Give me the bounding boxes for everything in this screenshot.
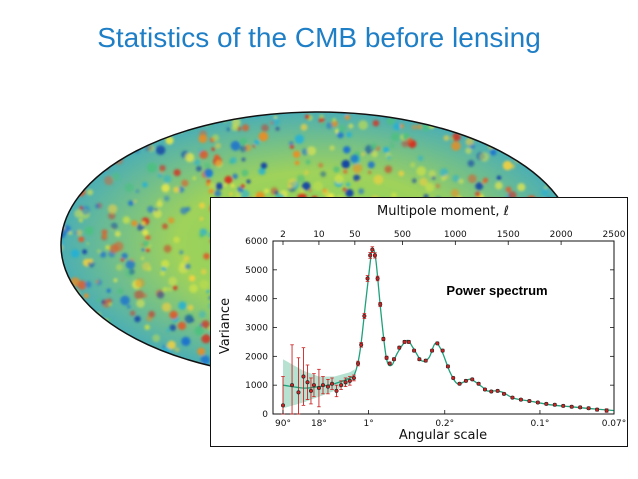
- data-point: [387, 361, 392, 366]
- data-point: [359, 342, 364, 347]
- data-point: [339, 383, 344, 388]
- data-point: [451, 375, 456, 380]
- x-axis-title: Angular scale: [399, 428, 487, 443]
- data-point: [316, 386, 321, 391]
- bottom-tick-label: 90°: [275, 419, 291, 429]
- data-point: [476, 381, 481, 386]
- data-point: [305, 380, 310, 385]
- top-tick-label: 2000: [550, 230, 573, 240]
- top-tick-label: 500: [394, 230, 411, 240]
- bottom-tick-label: 18°: [311, 419, 327, 429]
- data-point: [325, 384, 330, 389]
- power-spectrum-label: Power spectrum: [446, 283, 547, 298]
- data-point: [510, 395, 515, 400]
- data-point: [330, 381, 335, 386]
- y-axis-title: Variance: [218, 298, 233, 354]
- data-point: [290, 383, 295, 388]
- data-point: [470, 377, 475, 382]
- top-axis-title: Multipole moment, ℓ: [377, 204, 509, 219]
- data-point: [552, 402, 557, 407]
- data-point: [311, 383, 316, 388]
- data-point: [586, 406, 591, 411]
- data-point: [334, 388, 339, 393]
- data-point: [569, 404, 574, 409]
- chart-canvas: 0 1000 2000 3000 4000 5000 6000 2 10 50 500 1000 150…: [218, 204, 626, 443]
- y-tick-label: 3000: [245, 324, 268, 334]
- top-tick-label: 2: [280, 230, 286, 240]
- data-point: [347, 378, 352, 383]
- data-point: [578, 405, 583, 410]
- data-point: [372, 253, 377, 258]
- data-point: [391, 357, 396, 362]
- data-point: [527, 399, 532, 404]
- data-point: [430, 348, 435, 353]
- bottom-tick-label: 0.07°: [602, 419, 627, 429]
- data-point: [351, 375, 356, 380]
- data-point: [412, 348, 417, 353]
- data-point: [423, 358, 428, 363]
- data-point: [378, 302, 383, 307]
- data-point: [544, 401, 549, 406]
- data-point: [368, 253, 373, 258]
- data-point: [595, 407, 600, 412]
- data-point: [384, 355, 389, 360]
- bottom-tick-label: 0.1°: [531, 419, 550, 429]
- data-points-layer: [281, 246, 609, 415]
- top-tick-label: 1500: [497, 230, 520, 240]
- data-point: [417, 357, 422, 362]
- y-tick-label: 6000: [245, 237, 268, 247]
- data-point: [435, 341, 440, 346]
- data-point: [495, 388, 500, 393]
- data-point: [281, 403, 286, 408]
- data-point: [482, 387, 487, 392]
- data-point: [501, 391, 506, 396]
- y-tick-label: 4000: [245, 295, 268, 305]
- data-point: [343, 380, 348, 385]
- data-point: [535, 400, 540, 405]
- data-point: [370, 247, 375, 252]
- top-tick-label: 10: [313, 230, 325, 240]
- y-tick-label: 0: [262, 410, 268, 420]
- data-point: [381, 337, 386, 342]
- data-point: [365, 276, 370, 281]
- data-point: [397, 345, 402, 350]
- data-point: [301, 374, 306, 379]
- data-point: [463, 378, 468, 383]
- data-point: [375, 276, 380, 281]
- y-tick-label: 2000: [245, 352, 268, 362]
- top-tick-label: 50: [349, 230, 361, 240]
- power-spectrum-chart: 0 1000 2000 3000 4000 5000 6000 2 10 50 500 1000 150…: [210, 197, 628, 447]
- y-tick-label: 1000: [245, 381, 268, 391]
- bottom-tick-label: 1°: [363, 419, 373, 429]
- data-point: [457, 381, 462, 386]
- data-point: [445, 364, 450, 369]
- data-point: [489, 389, 494, 394]
- data-point: [356, 361, 361, 366]
- slide-title: Statistics of the CMB before lensing: [97, 22, 541, 53]
- data-point: [308, 388, 313, 393]
- data-point: [440, 348, 445, 353]
- y-tick-label: 5000: [245, 266, 268, 276]
- data-point: [402, 339, 407, 344]
- data-point: [561, 403, 566, 408]
- data-point: [604, 408, 609, 413]
- top-tick-label: 2500: [603, 230, 626, 240]
- data-point: [320, 383, 325, 388]
- bottom-tick-label: 0.2°: [435, 419, 454, 429]
- data-point: [362, 313, 367, 318]
- data-point: [296, 390, 301, 395]
- ticks-layer: 0 1000 2000 3000 4000 5000 6000 2 10 50 500 1000 150…: [245, 230, 626, 429]
- top-tick-label: 1000: [444, 230, 467, 240]
- data-point: [406, 339, 411, 344]
- data-point: [518, 397, 523, 402]
